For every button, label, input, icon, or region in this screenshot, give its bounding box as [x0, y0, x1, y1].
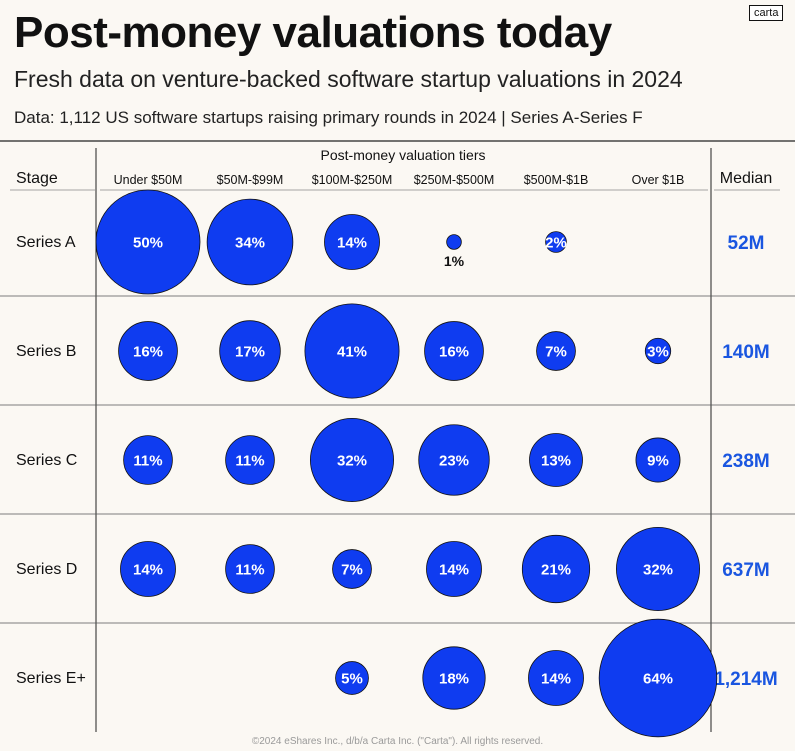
tier-tick-label: Over $1B — [632, 173, 685, 187]
bubble — [446, 234, 462, 250]
stage-label: Series E+ — [16, 670, 86, 687]
bubble — [219, 320, 281, 382]
bubble-data-label: 23% — [439, 453, 469, 470]
bubble — [426, 541, 482, 597]
bubble — [422, 646, 486, 710]
copyright-footer: ©2024 eShares Inc., d/b/a Carta Inc. ("C… — [251, 736, 544, 747]
bubble — [304, 303, 400, 399]
bubble — [324, 214, 380, 270]
bubble — [418, 424, 490, 496]
bubble-data-label: 14% — [133, 562, 163, 579]
stage-label: Series D — [16, 561, 77, 578]
bubble — [206, 198, 294, 286]
tier-tick-label: Under $50M — [114, 173, 183, 187]
bubble-data-label: 32% — [643, 562, 673, 579]
median-value: 140M — [722, 342, 770, 363]
median-value: 1,214M — [714, 669, 777, 690]
bubble — [644, 337, 672, 365]
bubble-data-label: 34% — [235, 235, 265, 252]
carta-logo: carta — [749, 5, 784, 21]
bubble-data-label: 5% — [341, 671, 363, 688]
bubble-data-label: 32% — [337, 453, 367, 470]
bubble-data-label: 11% — [133, 453, 162, 470]
bubble-data-label: 11% — [235, 562, 264, 579]
bubble-data-label: 1% — [444, 253, 465, 269]
bubble — [118, 321, 178, 381]
median-column-header: Median — [720, 170, 772, 187]
bubble — [424, 321, 484, 381]
bubble — [598, 618, 718, 738]
bubble-data-label: 13% — [541, 453, 571, 470]
page-title: Post-money valuations today — [14, 8, 612, 57]
bubble — [95, 189, 201, 295]
bubble-data-label: 16% — [439, 344, 469, 361]
bubble-data-label: 17% — [235, 344, 265, 361]
tier-tick-label: $250M-$500M — [414, 173, 495, 187]
bubble-data-label: 7% — [341, 562, 363, 579]
bubble — [332, 549, 372, 589]
bubble-data-label: 50% — [133, 235, 163, 252]
bubble — [616, 527, 701, 612]
bubble-data-label: 21% — [541, 562, 571, 579]
bubble — [521, 534, 591, 604]
median-value: 637M — [722, 560, 770, 581]
bubble-data-label: 2% — [545, 235, 567, 252]
median-value: 238M — [722, 451, 770, 472]
stage-label: Series B — [16, 343, 76, 360]
bubble-data-label: 41% — [337, 344, 367, 361]
bubble-data-label: 14% — [337, 235, 367, 252]
bubble-data-label: 16% — [133, 344, 163, 361]
bubble — [225, 544, 275, 594]
stage-label: Series A — [16, 234, 76, 251]
tier-tick-label: $100M-$250M — [312, 173, 393, 187]
tier-tick-label: $500M-$1B — [524, 173, 589, 187]
tier-group-label: Post-money valuation tiers — [321, 147, 486, 163]
page-subtitle: Fresh data on venture-backed software st… — [14, 66, 683, 92]
bubble-data-label: 7% — [545, 344, 567, 361]
bubble — [536, 331, 576, 371]
tier-tick-label: $50M-$99M — [217, 173, 284, 187]
bubble-data-label: 3% — [647, 344, 669, 361]
bubble — [545, 231, 567, 253]
bubble-data-label: 64% — [643, 671, 673, 688]
bubble — [335, 661, 369, 695]
bubble-data-label: 9% — [647, 453, 669, 470]
bubble — [123, 435, 173, 485]
bubble-data-label: 14% — [541, 671, 571, 688]
bubble — [635, 437, 681, 483]
bubble-data-label: 14% — [439, 562, 469, 579]
bubble-data-label: 18% — [439, 671, 469, 688]
bubble-data-label: 11% — [235, 453, 264, 470]
bubble — [120, 541, 176, 597]
data-source-note: Data: 1,112 US software startups raising… — [14, 108, 643, 127]
stage-column-header: Stage — [16, 170, 58, 187]
bubble — [529, 433, 583, 487]
median-value: 52M — [728, 233, 765, 254]
bubble — [528, 650, 584, 706]
stage-label: Series C — [16, 452, 77, 469]
bubble — [225, 435, 275, 485]
bubble — [309, 417, 394, 502]
